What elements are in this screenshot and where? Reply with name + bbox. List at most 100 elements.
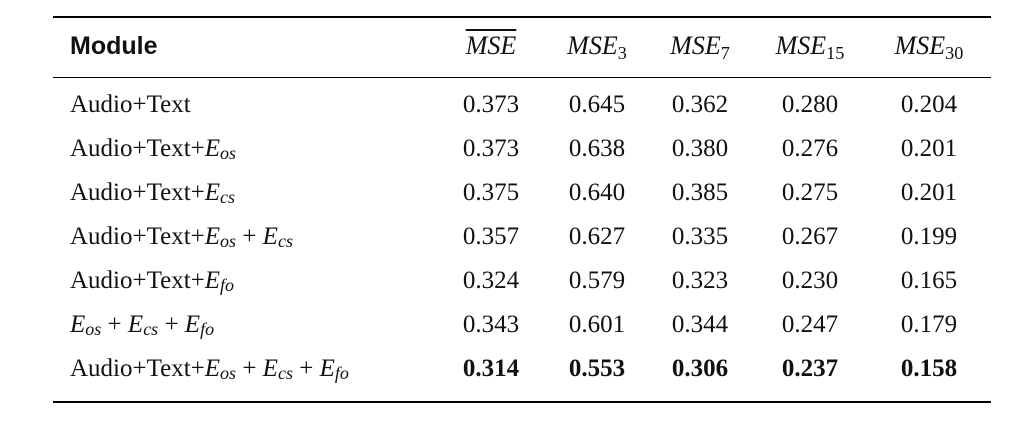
- module-term-base: E: [204, 355, 221, 382]
- value-cell: 0.204: [900, 91, 958, 118]
- column-header-mse-30: MSE30: [894, 31, 964, 64]
- module-term: Efo: [204, 267, 235, 295]
- module-term-base: E: [204, 179, 221, 206]
- module-cell: Audio+Text+Eos: [70, 127, 236, 171]
- column-header-mse-15: MSE15: [775, 31, 845, 64]
- value-cell: 0.324: [462, 267, 520, 294]
- module-term: Efo: [319, 355, 349, 383]
- module-term-base: E: [184, 311, 201, 338]
- module-term-subscript: cs: [277, 362, 293, 383]
- value-cell: 0.247: [781, 311, 839, 338]
- value-cell: 0.373: [462, 91, 520, 118]
- module-prefix: Audio+Text: [70, 91, 191, 118]
- table-row: Audio+Text 0.373 0.645 0.362 0.280 0.204: [0, 83, 1024, 127]
- value-cell: 0.375: [462, 179, 520, 206]
- value-cell: 0.323: [671, 267, 729, 294]
- module-term-base: E: [204, 223, 221, 250]
- value-cell: 0.335: [671, 223, 729, 250]
- module-term-subscript: os: [220, 230, 237, 251]
- value-cell: 0.165: [900, 267, 958, 294]
- value-cell: 0.344: [671, 311, 729, 338]
- module-term-subscript: os: [85, 318, 102, 339]
- table-row: Audio+Text+Ecs 0.375 0.640 0.385 0.275 0.201: [0, 171, 1024, 215]
- module-cell: Audio+Text+Eos + Ecs + Efo: [70, 347, 349, 391]
- module-term-subscript: cs: [220, 186, 236, 207]
- module-term-base: E: [204, 267, 221, 294]
- table-bottom-rule: [53, 401, 991, 403]
- module-cell: Audio+Text: [70, 83, 191, 127]
- module-term-base: E: [262, 355, 278, 382]
- table-row: Audio+Text+Eos 0.373 0.638 0.380 0.276 0.201: [0, 127, 1024, 171]
- column-header-mse-7: MSE7: [670, 31, 730, 64]
- value-cell: 0.640: [568, 179, 626, 206]
- table-row: Audio+Text+Efo 0.324 0.579 0.323 0.230 0.165: [0, 259, 1024, 303]
- value-cell: 0.579: [568, 267, 626, 294]
- value-cell: 0.275: [781, 179, 839, 206]
- value-cell: 0.267: [781, 223, 839, 250]
- module-term: Eos: [204, 135, 237, 163]
- module-term-subscript: fo: [200, 318, 215, 339]
- table-header-row: Module MSE MSE3 MSE7 MSE15 MSE30: [0, 24, 1024, 68]
- column-header-mse-3: MSE3: [567, 31, 627, 64]
- value-cell: 0.237: [781, 355, 839, 382]
- value-cell: 0.553: [568, 355, 626, 382]
- module-term-subscript: os: [220, 142, 237, 163]
- module-prefix: Audio+Text+: [70, 179, 205, 206]
- module-plus: +: [236, 355, 263, 382]
- module-term: Eos: [204, 355, 237, 383]
- value-cell: 0.601: [568, 311, 626, 338]
- module-term: Ecs: [127, 311, 159, 339]
- module-term-base: E: [204, 135, 221, 162]
- module-cell: Audio+Text+Efo: [70, 259, 234, 303]
- module-term-base: E: [262, 223, 278, 250]
- module-prefix: Audio+Text+: [70, 267, 205, 294]
- module-plus: +: [101, 311, 128, 338]
- column-header-module: Module: [70, 32, 158, 60]
- value-cell: 0.380: [671, 135, 729, 162]
- value-cell: 0.158: [900, 355, 958, 382]
- module-cell: Eos + Ecs + Efo: [70, 303, 214, 347]
- module-term-subscript: fo: [334, 362, 349, 383]
- value-cell: 0.276: [781, 135, 839, 162]
- value-cell: 0.357: [462, 223, 520, 250]
- table-row: Eos + Ecs + Efo 0.343 0.601 0.344 0.247 0.179: [0, 303, 1024, 347]
- module-term-subscript: cs: [277, 230, 293, 251]
- module-cell: Audio+Text+Ecs: [70, 171, 235, 215]
- module-plus: +: [236, 223, 263, 250]
- module-term: Ecs: [204, 179, 236, 207]
- module-term-subscript: fo: [220, 274, 235, 295]
- module-term-base: E: [127, 311, 144, 338]
- module-term-subscript: cs: [143, 318, 159, 339]
- value-cell: 0.645: [568, 91, 626, 118]
- module-term: Eos: [204, 223, 237, 251]
- module-plus: +: [158, 311, 185, 338]
- module-term-base: E: [319, 355, 335, 382]
- value-cell: 0.179: [900, 311, 958, 338]
- value-cell: 0.314: [462, 355, 520, 382]
- value-cell: 0.306: [671, 355, 729, 382]
- module-prefix: Audio+Text+: [70, 135, 205, 162]
- module-term-base: E: [70, 311, 86, 338]
- value-cell: 0.373: [462, 135, 520, 162]
- value-cell: 0.627: [568, 223, 626, 250]
- value-cell: 0.201: [900, 179, 958, 206]
- module-term: Efo: [184, 311, 215, 339]
- module-prefix: Audio+Text+: [70, 223, 205, 250]
- table-header-rule: [53, 77, 991, 78]
- value-cell: 0.385: [671, 179, 729, 206]
- value-cell: 0.199: [900, 223, 958, 250]
- table-row: Audio+Text+Eos + Ecs 0.357 0.627 0.335 0.267…: [0, 215, 1024, 259]
- module-prefix: Audio+Text+: [70, 355, 205, 382]
- value-cell: 0.280: [781, 91, 839, 118]
- value-cell: 0.230: [781, 267, 839, 294]
- value-cell: 0.343: [462, 311, 520, 338]
- module-term: Ecs: [262, 355, 293, 383]
- module-term: Eos: [70, 311, 102, 339]
- value-cell: 0.362: [671, 91, 729, 118]
- module-term-subscript: os: [220, 362, 237, 383]
- table-top-rule: [53, 16, 991, 18]
- value-cell: 0.201: [900, 135, 958, 162]
- table-row: Audio+Text+Eos + Ecs + Efo 0.314 0.553 0.30…: [0, 347, 1024, 391]
- value-cell: 0.638: [568, 135, 626, 162]
- module-cell: Audio+Text+Eos + Ecs: [70, 215, 293, 259]
